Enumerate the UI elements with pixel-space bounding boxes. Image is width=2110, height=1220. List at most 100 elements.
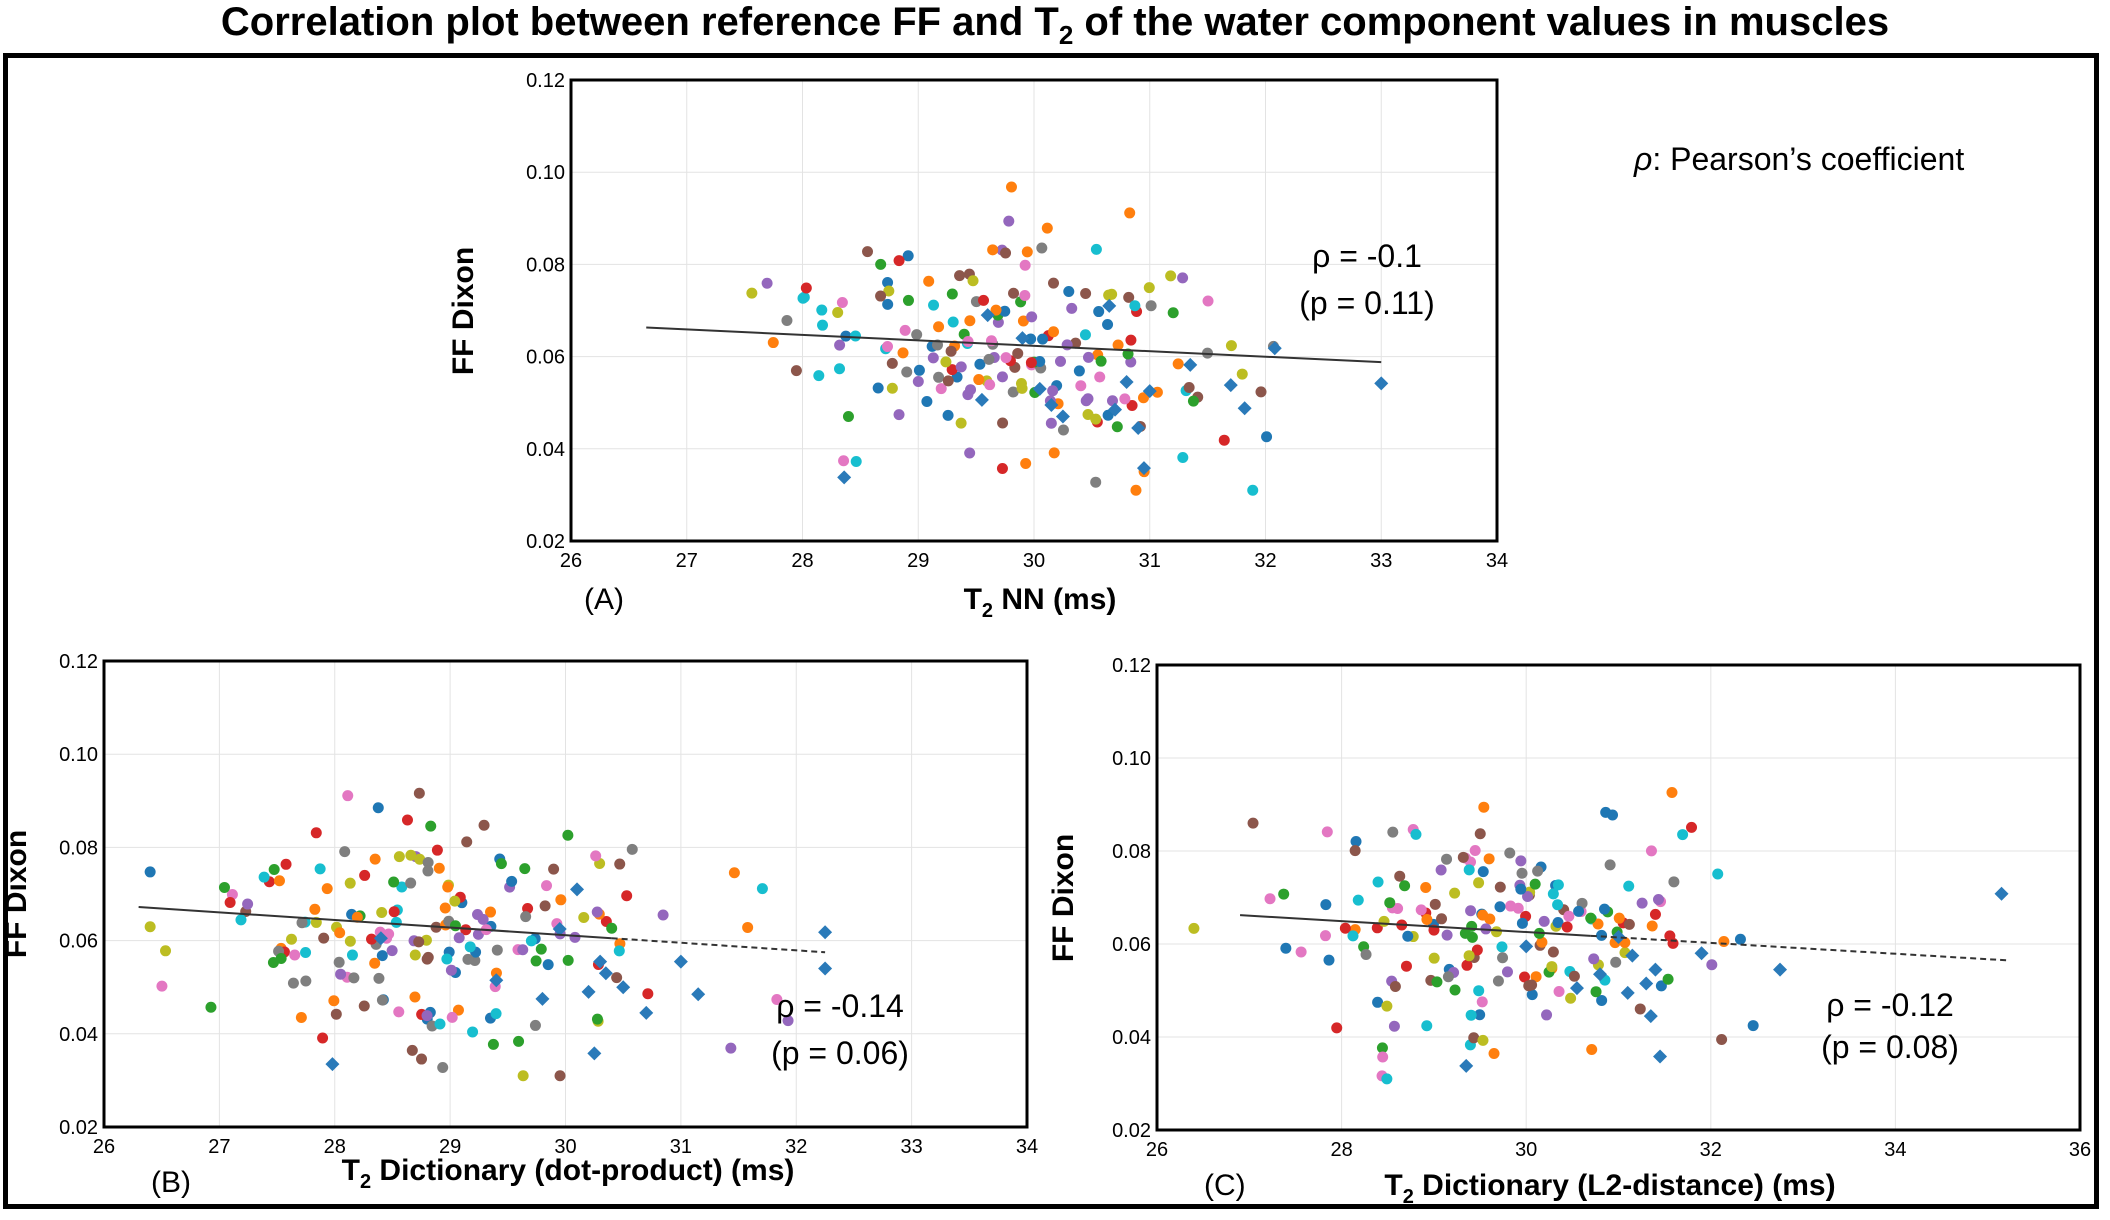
data-point [782, 1015, 794, 1027]
y-axis-label: FF Dixon [1047, 834, 1080, 962]
data-point [1247, 817, 1259, 829]
data-point [1623, 918, 1635, 930]
y-tick-label: 0.02 [526, 531, 565, 553]
data-point [1045, 417, 1057, 429]
data-point [875, 258, 887, 270]
data-point [1119, 393, 1131, 405]
data-point [1718, 936, 1730, 948]
data-point [442, 881, 454, 893]
data-point [850, 330, 862, 342]
data-point [1429, 898, 1441, 910]
y-tick-label: 0.08 [59, 837, 98, 859]
data-point [761, 277, 773, 289]
data-point [369, 957, 381, 969]
rho-annotation: ρ = -0.12 [1826, 987, 1954, 1023]
data-point [495, 858, 507, 870]
y-tick-label: 0.12 [59, 651, 98, 673]
x-tick-label: 32 [1254, 550, 1276, 572]
data-point [1655, 980, 1667, 992]
data-point [1376, 1042, 1388, 1054]
p-value-annotation: (p = 0.11) [1299, 285, 1434, 321]
data-point [911, 329, 923, 341]
data-point [235, 914, 247, 926]
data-point [1662, 973, 1674, 985]
data-point [1063, 285, 1075, 297]
data-point [335, 968, 347, 980]
y-tick-label: 0.08 [1112, 841, 1151, 863]
data-point [366, 933, 378, 945]
x-tick-label: 32 [1700, 1139, 1722, 1161]
data-point [813, 370, 825, 382]
data-point [1082, 408, 1094, 420]
x-tick-label: 27 [676, 550, 698, 572]
data-point [548, 863, 560, 875]
data-point [886, 382, 898, 394]
data-point [490, 1008, 502, 1020]
data-point [883, 285, 895, 297]
data-point [1402, 930, 1414, 942]
data-point [1568, 970, 1580, 982]
data-point [218, 881, 230, 893]
data-point [1000, 352, 1012, 364]
data-point [562, 829, 574, 841]
data-point [1435, 864, 1447, 876]
panel-label: (C) [1204, 1169, 1246, 1202]
data-point [1321, 826, 1333, 838]
data-point [1553, 986, 1565, 998]
reference-point [1237, 401, 1252, 416]
data-point [1552, 916, 1564, 928]
data-point [242, 898, 254, 910]
data-point [1320, 899, 1332, 911]
y-tick-label: 0.10 [1112, 748, 1151, 770]
data-point [1183, 382, 1195, 394]
data-point [1177, 452, 1189, 464]
reference-point [587, 1046, 602, 1061]
reference-point [974, 392, 989, 407]
data-point [1130, 484, 1142, 496]
data-point [1041, 222, 1053, 234]
data-point [1477, 909, 1489, 921]
data-point [1516, 867, 1528, 879]
data-point [160, 945, 172, 957]
data-point [1477, 1034, 1489, 1046]
data-point [342, 790, 354, 802]
data-point [396, 881, 408, 893]
data-point [1634, 1003, 1646, 1015]
data-point [1331, 1022, 1343, 1034]
data-point [1536, 936, 1548, 948]
data-point [1610, 956, 1622, 968]
data-point [1129, 300, 1141, 312]
data-point [1057, 424, 1069, 436]
reference-point [1142, 384, 1157, 399]
data-point [1048, 277, 1060, 289]
data-point [478, 819, 490, 831]
data-point [1125, 334, 1137, 346]
data-point [1474, 828, 1486, 840]
reference-point [1694, 946, 1709, 961]
data-point [1607, 809, 1619, 821]
data-point [1552, 879, 1564, 891]
data-point [1399, 880, 1411, 892]
data-point [1034, 356, 1046, 368]
data-point [606, 922, 618, 934]
data-point [409, 949, 421, 961]
data-point [477, 913, 489, 925]
data-point [893, 409, 905, 421]
data-point [1090, 476, 1102, 488]
data-point [1036, 242, 1048, 254]
data-point [771, 993, 783, 1005]
data-point [529, 1019, 541, 1031]
figure-frame [3, 53, 2099, 1209]
data-point [1020, 457, 1032, 469]
data-point [372, 802, 384, 814]
y-tick-label: 0.06 [59, 931, 98, 953]
data-point [817, 319, 829, 331]
data-point [1372, 876, 1384, 888]
data-point [280, 858, 292, 870]
data-point [999, 305, 1011, 317]
data-point [1590, 986, 1602, 998]
data-point [1295, 946, 1307, 958]
data-point [987, 244, 999, 256]
reference-point [1459, 1058, 1474, 1073]
data-point [1236, 368, 1248, 380]
